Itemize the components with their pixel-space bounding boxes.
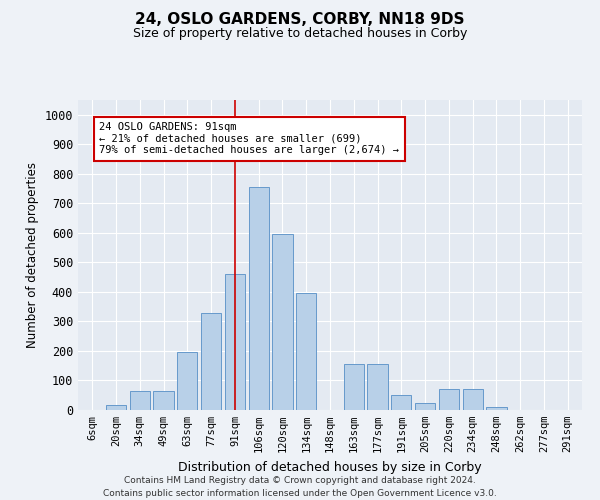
Text: 24, OSLO GARDENS, CORBY, NN18 9DS: 24, OSLO GARDENS, CORBY, NN18 9DS	[135, 12, 465, 28]
Text: Size of property relative to detached houses in Corby: Size of property relative to detached ho…	[133, 28, 467, 40]
Bar	[248, 187, 269, 410]
Bar	[367, 364, 388, 410]
Bar	[154, 391, 173, 410]
Bar	[344, 364, 364, 410]
Bar	[487, 407, 506, 410]
Bar	[201, 312, 221, 410]
Text: 24 OSLO GARDENS: 91sqm
← 21% of detached houses are smaller (699)
79% of semi-de: 24 OSLO GARDENS: 91sqm ← 21% of detached…	[100, 122, 400, 156]
Bar	[130, 391, 150, 410]
Bar	[463, 390, 483, 410]
Bar	[391, 395, 412, 410]
Bar	[439, 390, 459, 410]
Bar	[225, 274, 245, 410]
Bar	[106, 404, 126, 410]
Bar	[296, 294, 316, 410]
Bar	[177, 352, 197, 410]
Text: Contains HM Land Registry data © Crown copyright and database right 2024.: Contains HM Land Registry data © Crown c…	[124, 476, 476, 485]
Bar	[415, 402, 435, 410]
X-axis label: Distribution of detached houses by size in Corby: Distribution of detached houses by size …	[178, 460, 482, 473]
Bar	[272, 234, 293, 410]
Text: Contains public sector information licensed under the Open Government Licence v3: Contains public sector information licen…	[103, 489, 497, 498]
Y-axis label: Number of detached properties: Number of detached properties	[26, 162, 39, 348]
